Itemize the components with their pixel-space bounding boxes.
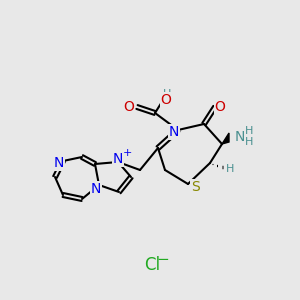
Text: O: O: [214, 100, 225, 114]
Text: N: N: [113, 152, 123, 166]
Text: N: N: [91, 182, 101, 196]
Text: H: H: [245, 126, 253, 136]
Text: H: H: [163, 89, 171, 99]
Text: O: O: [124, 100, 134, 114]
Text: Cl: Cl: [144, 256, 160, 274]
Text: N: N: [54, 156, 64, 170]
Text: H: H: [245, 137, 253, 147]
Text: H: H: [226, 164, 234, 174]
Text: S: S: [190, 180, 200, 194]
Polygon shape: [222, 133, 229, 144]
Text: O: O: [160, 93, 171, 107]
Text: −: −: [157, 253, 169, 268]
Text: N: N: [235, 130, 245, 144]
Text: +: +: [122, 148, 132, 158]
Text: N: N: [169, 125, 179, 139]
